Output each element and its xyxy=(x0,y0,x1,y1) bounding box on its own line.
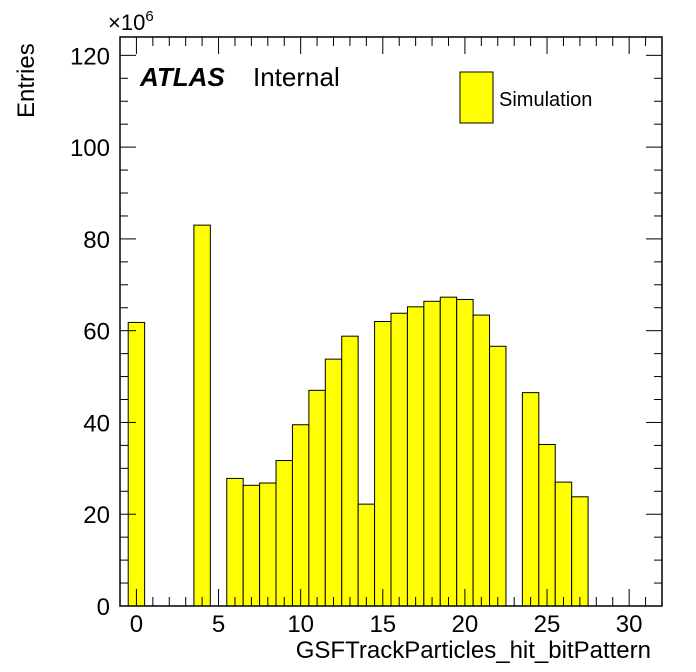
histogram-bar xyxy=(193,224,211,607)
y-tick-label: 40 xyxy=(83,410,110,437)
histogram-bar xyxy=(423,300,441,607)
histogram-bar xyxy=(291,424,310,607)
internal-label: Internal xyxy=(253,62,340,92)
y-tick-labels: 0 20 40 60 80 100 120 xyxy=(70,43,110,621)
x-tick-label: 25 xyxy=(534,611,561,638)
histogram-bar xyxy=(341,335,359,607)
histogram-bar xyxy=(521,392,540,607)
histogram-bar xyxy=(308,389,326,607)
y-tick-label: 100 xyxy=(70,135,110,162)
legend-label-simulation: Simulation xyxy=(499,89,592,111)
atlas-label: ATLAS xyxy=(139,62,225,92)
y-tick-label: 0 xyxy=(97,594,110,621)
y-multiplier: ×106 xyxy=(108,8,154,35)
legend-swatch xyxy=(459,71,494,124)
histogram-bar xyxy=(554,481,573,607)
histogram-bar xyxy=(472,314,491,607)
histogram-bar xyxy=(242,484,261,607)
x-axis-title: GSFTrackParticles_hit_bitPattern xyxy=(296,637,651,664)
histogram-bar xyxy=(226,477,244,607)
histogram-bar xyxy=(571,496,589,607)
y-tick-label: 60 xyxy=(83,319,110,346)
legend: Simulation xyxy=(459,71,592,124)
histogram-bar xyxy=(406,306,425,607)
x-tick-label: 5 xyxy=(212,611,225,638)
x-tick-label: 30 xyxy=(616,611,643,638)
y-tick-label: 120 xyxy=(70,43,110,70)
y-axis-title: Entries xyxy=(13,43,40,118)
x-tick-label: 10 xyxy=(287,611,314,638)
histogram-bars xyxy=(127,224,589,607)
x-tick-label: 20 xyxy=(452,611,479,638)
histogram-bar xyxy=(439,296,458,607)
histogram-bar xyxy=(357,503,376,607)
histogram-bar xyxy=(127,321,146,607)
y-tick-label: 20 xyxy=(83,502,110,529)
histogram-bar xyxy=(259,482,277,607)
histogram-bar xyxy=(275,460,293,607)
histogram-bar xyxy=(390,312,408,607)
histogram-bar xyxy=(538,443,556,607)
histogram-bar xyxy=(324,358,343,607)
histogram-bar xyxy=(374,321,392,607)
plot-frame xyxy=(119,36,663,607)
histogram-bar xyxy=(456,298,474,607)
histogram-bar xyxy=(489,345,507,607)
axis-ticks xyxy=(119,37,663,607)
x-tick-labels: 0 5 10 15 20 25 30 xyxy=(130,611,643,638)
y-tick-label: 80 xyxy=(83,227,110,254)
x-tick-label: 0 xyxy=(130,611,143,638)
x-tick-label: 15 xyxy=(369,611,396,638)
